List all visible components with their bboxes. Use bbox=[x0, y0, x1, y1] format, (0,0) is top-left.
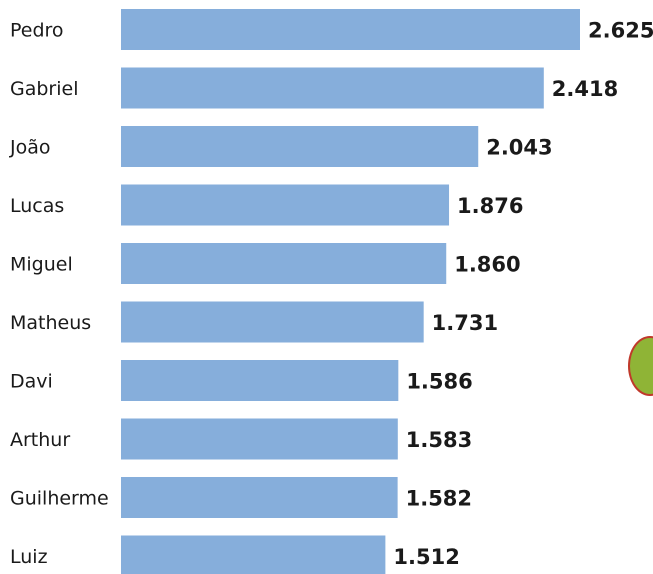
value-label-4: 1.860 bbox=[454, 253, 520, 277]
value-label-1: 2.418 bbox=[552, 77, 618, 101]
bar-8 bbox=[121, 477, 398, 518]
category-label-3: Lucas bbox=[10, 195, 64, 217]
bar-6 bbox=[121, 360, 399, 401]
category-label-4: Miguel bbox=[10, 254, 73, 276]
value-label-9: 1.512 bbox=[393, 545, 459, 569]
bar-0 bbox=[121, 9, 580, 50]
category-label-7: Arthur bbox=[10, 429, 70, 451]
value-label-2: 2.043 bbox=[486, 136, 552, 160]
category-label-1: Gabriel bbox=[10, 78, 79, 100]
value-label-7: 1.583 bbox=[406, 428, 472, 452]
category-label-5: Matheus bbox=[10, 312, 91, 334]
bar-7 bbox=[121, 418, 398, 460]
value-label-6: 1.586 bbox=[406, 370, 472, 394]
category-label-8: Guilherme bbox=[10, 488, 109, 510]
value-label-5: 1.731 bbox=[432, 311, 498, 335]
category-label-6: Davi bbox=[10, 371, 53, 393]
bar-3 bbox=[121, 184, 450, 226]
category-label-2: João bbox=[9, 137, 51, 159]
value-label-0: 2.625 bbox=[588, 19, 653, 43]
value-label-8: 1.582 bbox=[406, 487, 472, 511]
category-label-0: Pedro bbox=[10, 20, 64, 42]
bar-5 bbox=[121, 301, 424, 343]
bar-4 bbox=[121, 243, 447, 284]
value-label-3: 1.876 bbox=[457, 194, 523, 218]
category-label-9: Luiz bbox=[10, 546, 48, 568]
bar-9 bbox=[121, 535, 386, 574]
bar-1 bbox=[121, 67, 544, 109]
bar-2 bbox=[121, 126, 479, 167]
